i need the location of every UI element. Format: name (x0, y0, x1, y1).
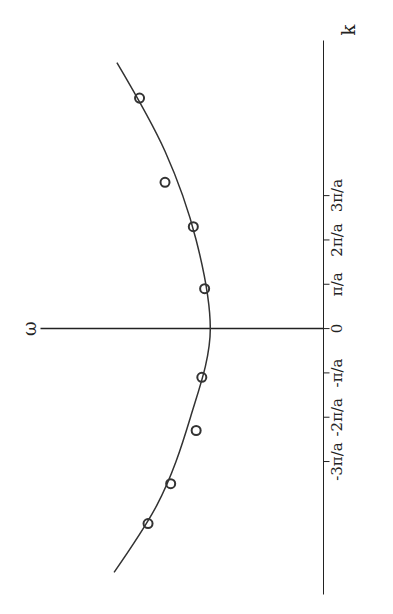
svg-text:3π/a: 3π/a (328, 178, 346, 211)
svg-text:π/a: π/a (328, 272, 346, 296)
svg-text:0: 0 (328, 323, 346, 333)
svg-text:-3π/a: -3π/a (328, 442, 346, 481)
svg-text:ω: ω (18, 321, 39, 336)
svg-text:2π/a: 2π/a (328, 223, 346, 256)
svg-text:-π/a: -π/a (328, 358, 346, 387)
svg-text:k: k (337, 23, 358, 35)
svg-text:-2π/a: -2π/a (328, 397, 346, 436)
